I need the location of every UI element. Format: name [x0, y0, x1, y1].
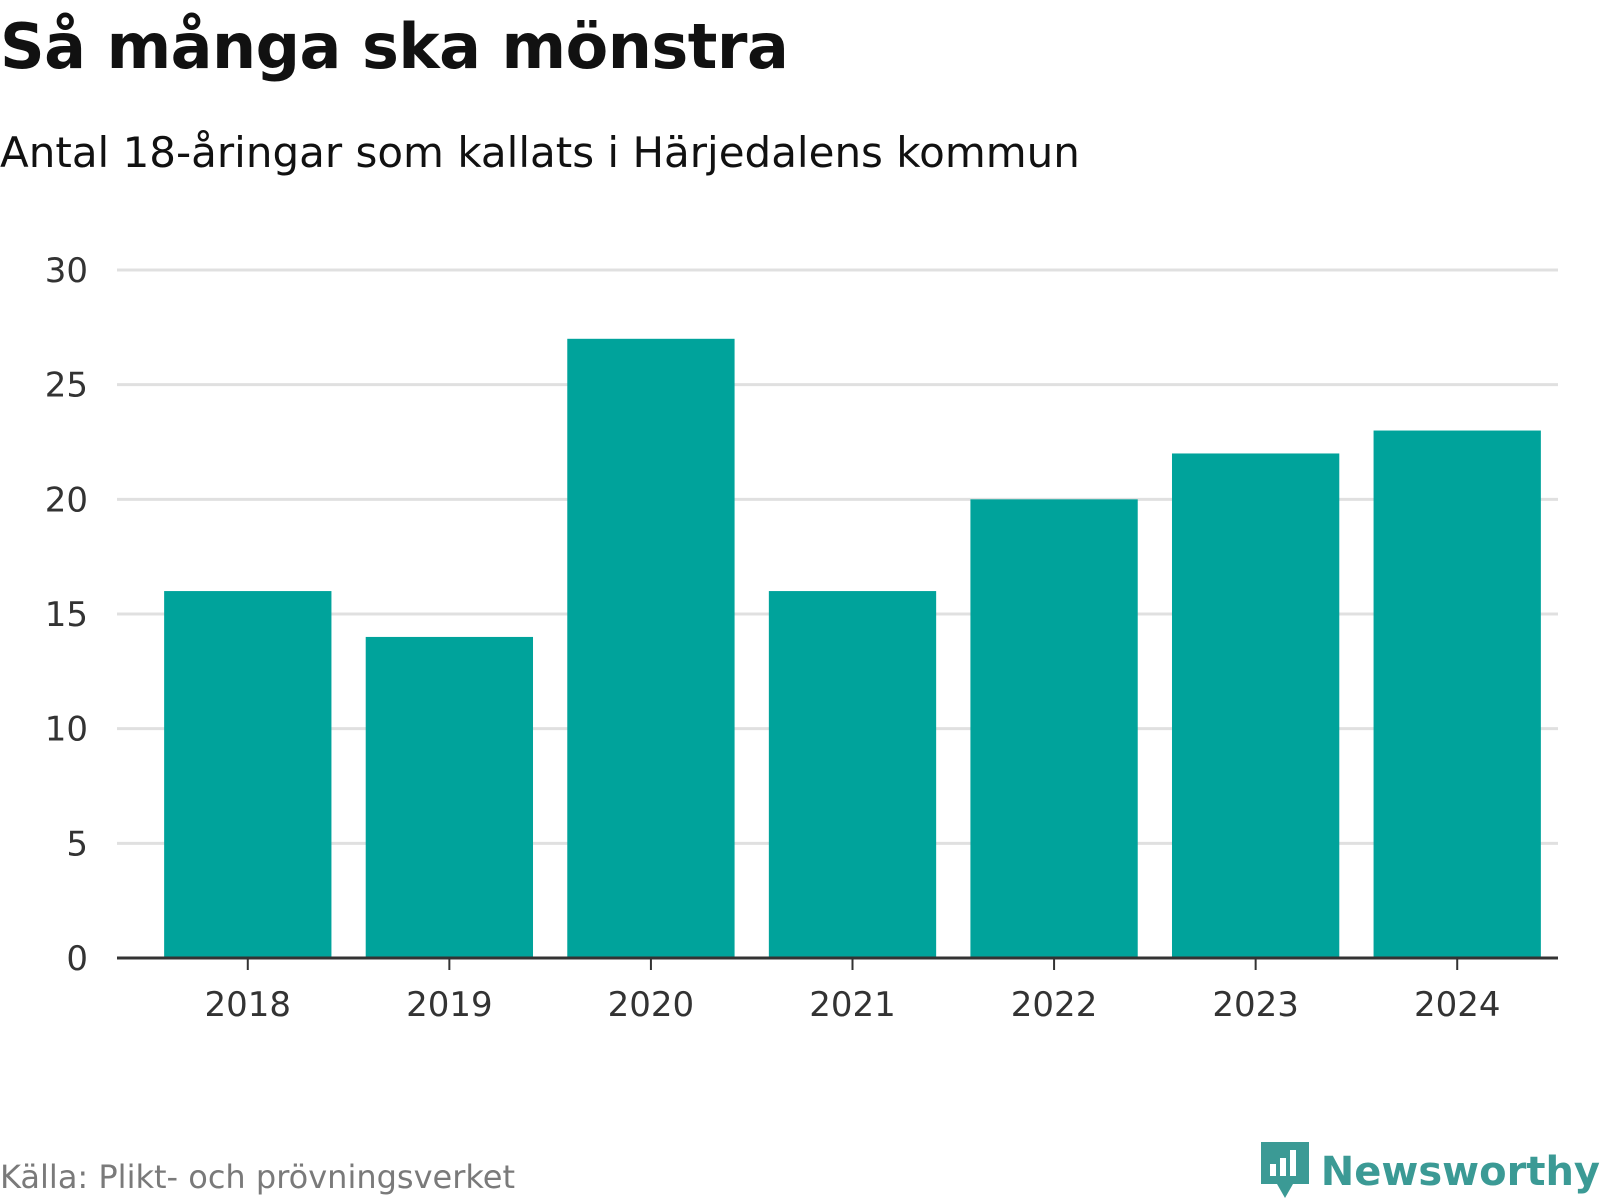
axes: 0 5 10 15 20 25 30 2018 2019 2020 2021 2022 2023 2024	[45, 251, 1558, 1025]
chart-subtitle: Antal 18-åringar som kallats i Härjedale…	[0, 128, 1080, 177]
x-tick-label: 2020	[608, 985, 695, 1025]
x-tick-label: 2022	[1011, 985, 1098, 1025]
brand-logo: Newsworthy	[1259, 1140, 1600, 1204]
bar-2019	[365, 636, 534, 958]
bar-2023	[1171, 453, 1340, 958]
chart-title: Så många ska mönstra	[0, 10, 789, 83]
y-tick-label: 10	[45, 710, 88, 750]
y-tick-label: 15	[45, 595, 88, 635]
bar-2022	[970, 499, 1138, 958]
bar-2020	[567, 338, 735, 958]
x-tick-label: 2018	[205, 985, 292, 1025]
brand-name: Newsworthy	[1320, 1149, 1600, 1195]
bar-chart: 0 5 10 15 20 25 30 2018 2019 2020 2021 2022 2023 2024	[45, 251, 1558, 1025]
y-tick-label: 20	[45, 480, 88, 520]
bar-2024	[1373, 430, 1541, 958]
x-tick-label: 2024	[1414, 985, 1501, 1025]
y-tick-label: 25	[45, 366, 88, 406]
source-note: Källa: Plikt- och prövningsverket	[0, 1158, 515, 1196]
y-tick-label: 0	[66, 939, 88, 979]
bar-2018	[164, 591, 332, 958]
x-tick-label: 2019	[406, 985, 493, 1025]
bars	[164, 338, 1541, 958]
y-tick-label: 30	[45, 251, 88, 291]
x-tick-label: 2023	[1212, 985, 1299, 1025]
newsworthy-logo-icon	[1259, 1140, 1311, 1204]
bar-2021	[768, 591, 937, 958]
y-tick-label: 5	[66, 824, 88, 864]
x-tick-label: 2021	[809, 985, 896, 1025]
